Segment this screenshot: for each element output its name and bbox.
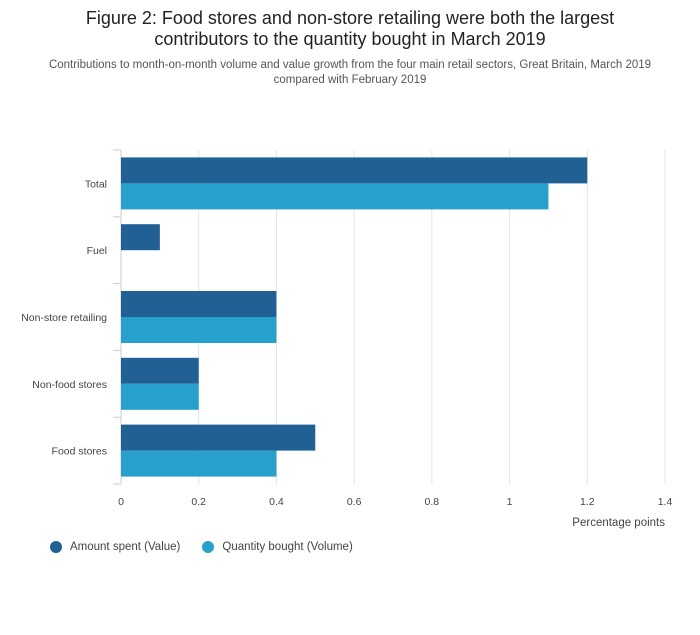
x-tick-label: 0.2 (191, 496, 206, 508)
x-tick-label: 0 (118, 496, 124, 508)
legend: Amount spent (Value) Quantity bought (Vo… (50, 541, 375, 553)
x-tick-label: 0.6 (347, 496, 362, 508)
chart-title-line-2: contributors to the quantity bought in M… (154, 29, 546, 49)
x-tick-label: 0.4 (269, 496, 284, 508)
category-label: Fuel (87, 245, 107, 257)
x-tick-label: 1 (507, 496, 513, 508)
bar-volume (121, 317, 277, 343)
chart-title-line-1: Figure 2: Food stores and non-store reta… (85, 8, 615, 28)
category-label: Non-food stores (32, 379, 107, 391)
category-label: Total (85, 178, 107, 190)
bar-volume (121, 450, 277, 477)
bar-value (121, 157, 588, 184)
legend-swatch-volume (202, 541, 215, 553)
legend-label-value: Amount spent (Value) (70, 541, 181, 553)
x-tick-label: 0.8 (425, 496, 440, 508)
x-tick-label: 1.4 (658, 496, 673, 508)
bar-volume (121, 183, 549, 210)
legend-item-value[interactable]: Amount spent (Value) (50, 541, 180, 553)
category-label: Non-store retailing (21, 312, 107, 324)
x-tick-label: 1.2 (580, 496, 595, 508)
bar-volume (121, 383, 199, 410)
legend-swatch-value (50, 541, 62, 553)
category-label: Food stores (52, 446, 107, 458)
bar-value (121, 291, 277, 317)
bar-value (121, 424, 316, 451)
bar-value (121, 357, 199, 384)
legend-label-volume: Quantity bought (Volume) (222, 541, 353, 553)
chart-subtitle: Contributions to month-on-month volume a… (48, 59, 652, 86)
chart-title: Figure 2: Food stores and non-store reta… (0, 8, 700, 50)
bar-value (121, 224, 160, 251)
x-axis-title: Percentage points (572, 517, 665, 529)
legend-item-volume[interactable]: Quantity bought (Volume) (202, 541, 353, 553)
